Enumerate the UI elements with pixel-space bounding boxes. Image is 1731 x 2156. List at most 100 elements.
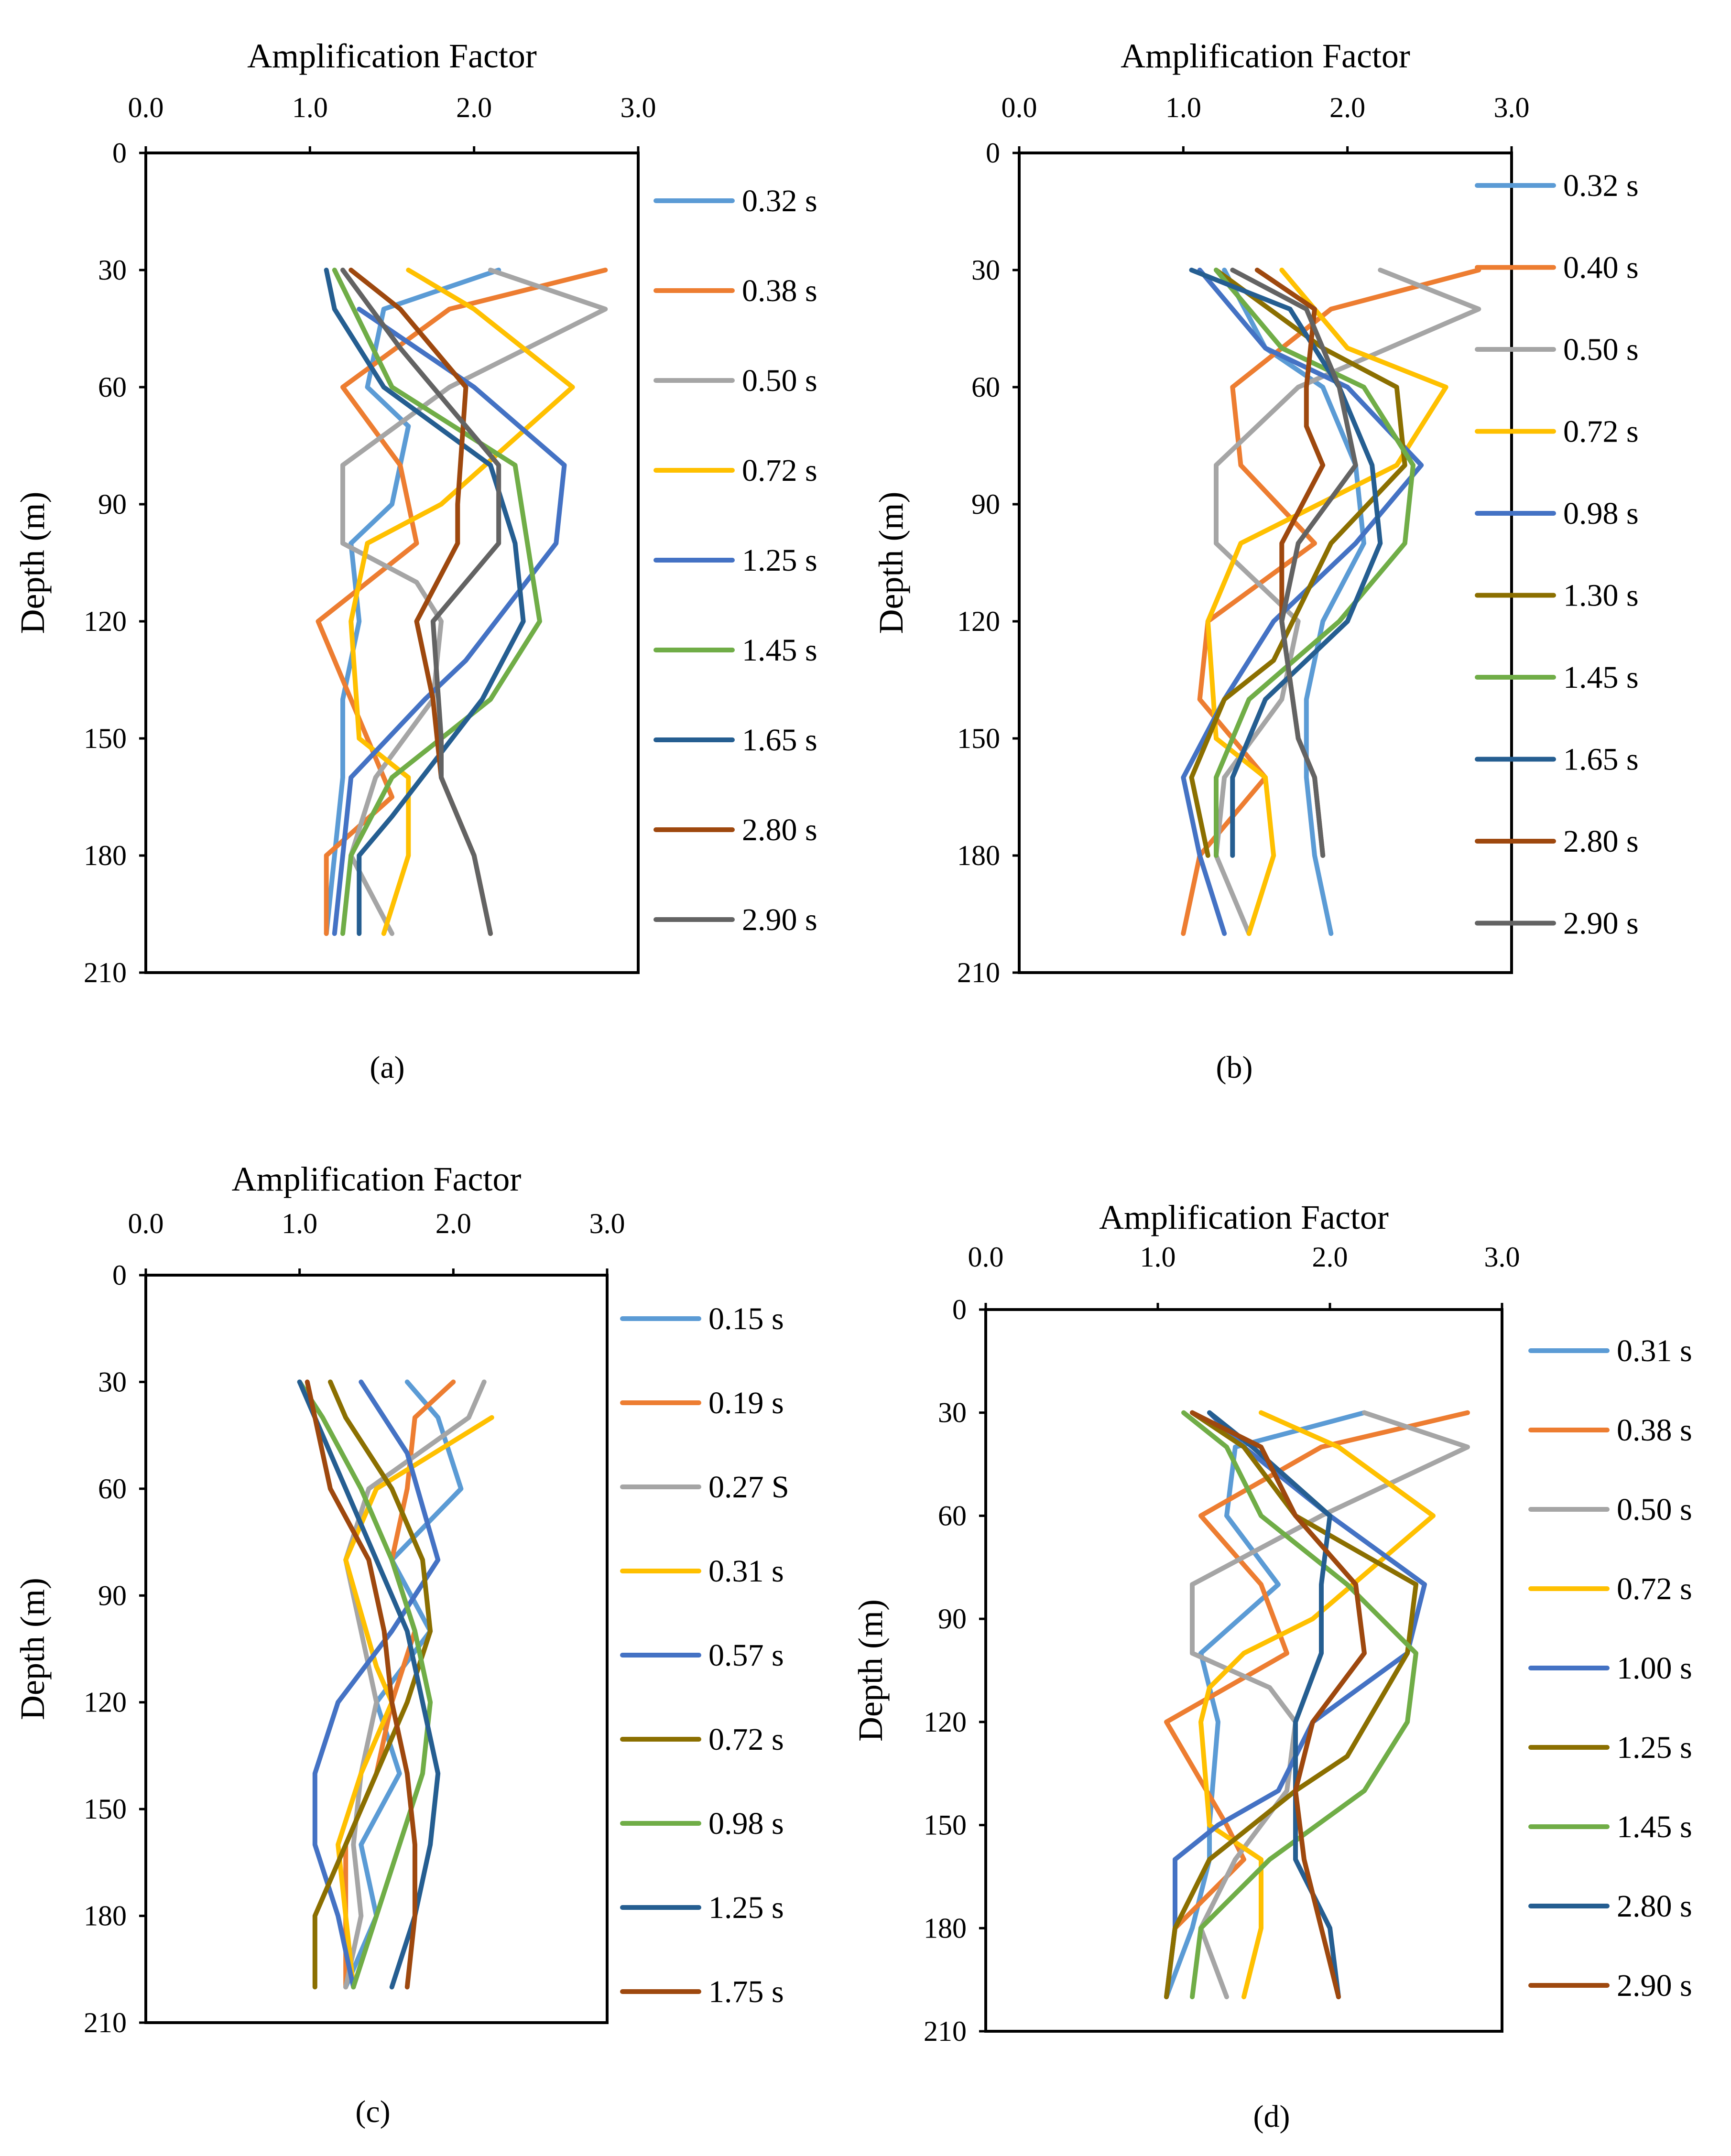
x-axis-title: Amplification Factor [1099, 1198, 1389, 1236]
y-tick-label: 150 [84, 723, 127, 754]
series-line [340, 268, 608, 936]
y-tick-label: 150 [924, 1809, 967, 1841]
legend: 0.32 s 0.38 s 0.50 s 0.72 s 1.25 s 1.45 s 1.65… [653, 184, 817, 937]
y-tick-label: 120 [84, 606, 127, 637]
x-tick-label: 1.0 [1140, 1241, 1176, 1273]
legend-label: 0.32 s [742, 184, 817, 218]
series-line [1181, 1410, 1418, 2000]
legend-label: 0.50 s [742, 363, 817, 398]
x-tick-label: 1.0 [292, 92, 328, 123]
x-tick-label: 0.0 [1002, 92, 1037, 123]
legend-label: 1.25 s [708, 1890, 784, 1925]
series-line [1190, 1410, 1470, 2000]
series-line [312, 1379, 433, 1990]
legend-label: 0.72 s [1563, 414, 1639, 449]
y-tick-label: 30 [98, 254, 127, 286]
legend-label: 0.31 s [1617, 1333, 1692, 1368]
chart-panel: Amplification Factor Depth (m) 0.0 1.0 2.0 3.… [13, 37, 817, 1085]
legend-label: 1.75 s [708, 1974, 784, 2009]
plot-area-frame [1018, 152, 1513, 974]
legend-label: 0.50 s [1617, 1492, 1692, 1527]
x-tick-label: 1.0 [1165, 92, 1201, 123]
y-tick-label: 120 [924, 1706, 967, 1738]
x-tick-label: 3.0 [1494, 92, 1530, 123]
y-tick-label: 30 [98, 1366, 127, 1398]
series-line [1189, 268, 1383, 858]
y-tick-label: 60 [938, 1500, 967, 1531]
y-tick-label: 210 [84, 957, 127, 988]
series-line [324, 268, 501, 936]
y-tick-label: 120 [84, 1687, 127, 1718]
y-tick-label: 180 [84, 840, 127, 871]
x-tick-label: 3.0 [621, 92, 656, 123]
legend-label: 1.00 s [1617, 1651, 1692, 1686]
x-axis-title: Amplification Factor [247, 37, 537, 75]
panel-label: (d) [1253, 2099, 1290, 2134]
panel-label: (a) [370, 1050, 404, 1085]
legend: 0.32 s 0.40 s 0.50 s 0.72 s 0.98 s 1.30 s 1.45… [1475, 168, 1639, 941]
series-line [1205, 268, 1448, 936]
y-tick-label: 210 [84, 2007, 127, 2038]
y-axis-title: Depth (m) [13, 492, 52, 634]
y-tick-label: 0 [952, 1294, 967, 1325]
legend-label: 0.72 s [708, 1722, 784, 1757]
legend-label: 1.25 s [1617, 1730, 1692, 1765]
y-tick-label: 120 [957, 606, 1000, 637]
legend-label: 0.98 s [1563, 496, 1639, 531]
legend-label: 0.72 s [1617, 1571, 1692, 1606]
y-tick-label: 210 [957, 957, 1000, 988]
y-tick-label: 180 [924, 1912, 967, 1944]
series-line [324, 268, 526, 936]
series-line [297, 1379, 441, 1990]
legend-label: 1.25 s [742, 543, 817, 578]
plot-area-frame [144, 152, 640, 974]
x-tick-label: 0.0 [128, 1208, 164, 1239]
x-tick-label: 3.0 [589, 1208, 625, 1239]
x-tick-label: 0.0 [968, 1241, 1004, 1273]
y-tick-label: 60 [98, 1473, 127, 1505]
series-line [1189, 268, 1407, 858]
y-tick-label: 90 [98, 488, 127, 520]
legend-label: 0.40 s [1563, 250, 1639, 285]
series-line [343, 1379, 456, 1990]
y-tick-label: 180 [84, 1900, 127, 1932]
legend-label: 2.90 s [742, 902, 817, 937]
y-tick-label: 60 [98, 371, 127, 403]
legend: 0.15 s 0.19 s 0.27 S 0.31 s 0.57 s 0.72 s 0.98… [620, 1301, 789, 2009]
legend-label: 2.90 s [1617, 1968, 1692, 2003]
y-tick-label: 210 [924, 2015, 967, 2047]
series-line [332, 268, 542, 936]
x-tick-label: 3.0 [1484, 1241, 1520, 1273]
legend-label: 0.38 s [1617, 1413, 1692, 1448]
chart-panel: Amplification Factor Depth (m) 0.0 1.0 2.0 3.… [872, 37, 1639, 1085]
y-tick-label: 0 [112, 137, 127, 169]
legend-label: 0.50 s [1563, 332, 1639, 367]
y-tick-label: 30 [938, 1397, 967, 1429]
legend-label: 1.65 s [742, 723, 817, 758]
legend-label: 0.19 s [708, 1386, 784, 1420]
legend-label: 0.57 s [708, 1638, 784, 1673]
series-line [343, 1379, 487, 1990]
x-tick-label: 2.0 [1329, 92, 1365, 123]
legend-label: 1.45 s [1617, 1809, 1692, 1844]
series-line [1230, 268, 1358, 858]
chart-panel: Amplification Factor Depth (m) 0.0 1.0 2.0 3.… [13, 1160, 789, 2129]
plot-area-frame [144, 1274, 609, 2024]
series-line [1164, 1410, 1470, 2000]
series-line [332, 306, 567, 936]
plot-area-frame [984, 1308, 1503, 2033]
y-tick-label: 90 [938, 1603, 967, 1635]
x-tick-label: 2.0 [435, 1208, 471, 1239]
y-tick-label: 0 [986, 137, 1000, 169]
y-tick-label: 150 [84, 1793, 127, 1825]
legend-label: 1.30 s [1563, 578, 1639, 613]
legend-label: 0.72 s [742, 453, 817, 488]
legend-label: 0.31 s [708, 1554, 784, 1589]
panel-label: (c) [355, 2094, 390, 2129]
legend-label: 0.27 S [708, 1470, 789, 1505]
y-tick-label: 180 [957, 840, 1000, 871]
series-line [1214, 268, 1415, 858]
x-tick-label: 2.0 [456, 92, 492, 123]
series-line [305, 1379, 417, 1990]
